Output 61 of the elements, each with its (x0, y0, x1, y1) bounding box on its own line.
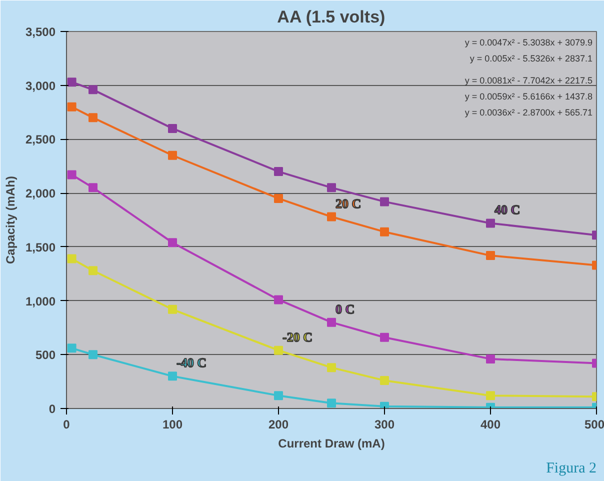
x-axis-title: Current Draw (mA) (278, 436, 385, 450)
point (168, 372, 177, 381)
x-tick-label: 200 (268, 418, 289, 432)
x-tick-label: 0 (63, 418, 70, 432)
x-tick-label: 300 (374, 418, 395, 432)
point (274, 167, 283, 176)
y-tick-label: 500 (35, 348, 56, 362)
annotation: y = 0.0047x² - 5.3038x + 3079.9 (464, 38, 593, 48)
point (274, 295, 283, 304)
point (88, 113, 98, 122)
point (380, 332, 389, 342)
point (168, 304, 177, 314)
point (67, 254, 76, 264)
x-tick-label: 500 (584, 418, 604, 432)
annotation: y = 0.0036x² - 2.8700x + 565.71 (464, 108, 593, 118)
y-tick-label: 3,500 (25, 25, 56, 39)
point (88, 266, 98, 276)
annotation: y = 0.0081x² - 7.7042x + 2217.5 (464, 76, 593, 86)
y-tick-label: 2,500 (25, 132, 56, 147)
point (274, 391, 283, 400)
point (274, 194, 283, 203)
point (327, 398, 336, 408)
series-label: -20 C (282, 329, 312, 344)
annotation: y = 0.0059x² - 5.6166x + 1437.8 (464, 92, 593, 102)
point (380, 197, 389, 206)
x-tick-label: 400 (480, 418, 501, 432)
point (168, 124, 177, 133)
series-label: -40 C (176, 355, 206, 370)
point (168, 150, 177, 160)
series-label: 0 C (336, 301, 355, 316)
point (88, 183, 98, 192)
point (67, 78, 76, 87)
y-tick-label: 0 (48, 402, 56, 416)
point (486, 354, 495, 364)
point (274, 346, 283, 355)
point (327, 212, 336, 222)
point (327, 318, 336, 327)
point (168, 238, 177, 248)
chart-title: AA (1.5 volts) (277, 8, 386, 26)
y-tick-label: 2,000 (25, 186, 56, 201)
y-axis-title: Capacity (mAh) (3, 176, 18, 264)
series-label: 20 C (336, 196, 362, 211)
point (486, 251, 495, 260)
point (327, 363, 336, 372)
text: Figura 2 (546, 460, 597, 476)
point (327, 183, 336, 192)
series-label: 40 C (494, 202, 520, 218)
point (486, 391, 495, 400)
point (67, 170, 76, 180)
point (67, 344, 76, 353)
annotation: y = 0.005x² - 5.5326x + 2837.1 (470, 54, 593, 64)
y-tick-label: 1,500 (25, 240, 56, 254)
y-tick-label: 1,000 (25, 294, 56, 308)
point (67, 102, 76, 112)
x-tick-label: 100 (162, 418, 183, 432)
point (88, 85, 98, 94)
y-tick-label: 3,000 (25, 78, 56, 93)
point (380, 376, 389, 385)
point (380, 227, 389, 236)
point (486, 218, 495, 228)
point (88, 350, 98, 360)
